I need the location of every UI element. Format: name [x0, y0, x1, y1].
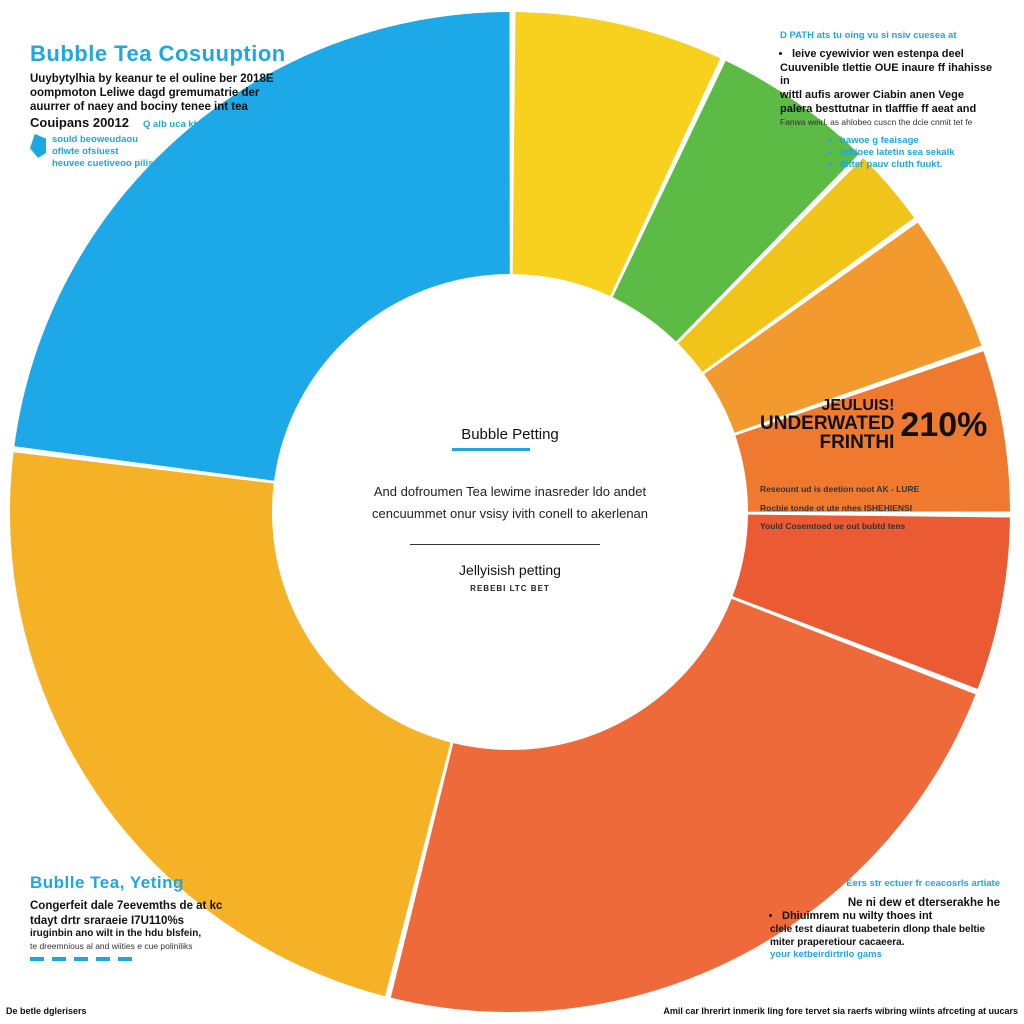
- top-right-info: D PATH ats tu oing vu si nsiv cuesea at …: [780, 30, 1000, 171]
- donut-segment: [732, 514, 1010, 689]
- donut-segment: [390, 598, 976, 1013]
- blue-drop-icon: [30, 133, 46, 158]
- right-notes: Reseount ud is deetion noot AK - LURE Ro…: [760, 484, 970, 532]
- center-line: cencuummet onur vsisy ivith conell to ak…: [371, 506, 649, 522]
- right-note: Reseount ud is deetion noot AK - LURE: [760, 484, 920, 494]
- bottom-right-line: miter praperetiour cacaeera.: [770, 936, 905, 948]
- footer-right: Amil car lhrerirt inmerik ling fore terv…: [663, 1006, 1018, 1016]
- donut-segment: [678, 158, 915, 372]
- center-body: And dofroumen Tea lewime inasreder ldo a…: [340, 484, 680, 523]
- top-left-title: Bubble Tea Cosuuption: [30, 41, 286, 66]
- right-note: Rocbie tonde ot ute nhes ISHEHIENSI: [760, 502, 913, 513]
- callout-word: FRINTHI: [819, 432, 895, 453]
- top-right-line: palera besttutnar in tlafffie ff aeat an…: [780, 102, 977, 115]
- donut-hole: [273, 275, 747, 749]
- donut-segment: [9, 452, 451, 997]
- bottom-right-line: Ne ni dew et dterserakhe he: [847, 896, 1000, 909]
- bottom-left-info: Bublle Tea, Yeting Congerfeit dale 7eeve…: [30, 872, 260, 962]
- top-right-bullet: hawoe g feaisage: [840, 135, 1000, 147]
- bottom-right-line: your ketbeirdirtrilo gams: [770, 949, 882, 960]
- bottom-left-line: iruginbin ano wilt in the hdu blsfein,: [30, 928, 202, 939]
- center-line: And dofroumen Tea lewime inasreder ldo a…: [373, 484, 647, 499]
- donut-ring: [9, 12, 1010, 1013]
- center-subtitle: Jellyisish petting: [459, 562, 561, 578]
- top-right-bullet: bdtioee latetin sea sekalk: [840, 147, 1000, 159]
- top-left-note: oflwte ofsiuest: [52, 145, 119, 157]
- bottom-left-line: te dreemnious al and wiities e cue polin…: [30, 940, 193, 951]
- right-note: Yould Cosemtoed ue out bubtd tens: [760, 521, 906, 532]
- top-left-tag: Q alb uca kbe: [143, 118, 205, 130]
- center-title: Bubble Petting: [461, 426, 559, 443]
- center-caption: REBEBI LTC BET: [470, 583, 550, 593]
- donut-segment: [704, 222, 982, 433]
- top-right-line: Fanwa weirl. as ahlobeo cuscn the dcie c…: [780, 116, 973, 127]
- top-right-header: D PATH ats tu oing vu si nsiv cuesea at: [780, 30, 957, 41]
- bottom-right-line: clele test diaurat tuabeterin dlonp thal…: [770, 924, 986, 935]
- bottom-left-line: tdayt drtr sraraeie I7U110%s: [30, 914, 185, 927]
- bottom-left-title: Bublle Tea, Yeting: [30, 873, 184, 892]
- top-right-line: Cuuvenible tlettie OUE inaure ff ihahiss…: [780, 61, 993, 88]
- center-divider: [410, 544, 600, 545]
- callout-word: JEULUIS!: [821, 397, 895, 414]
- top-right-bullet: ditter pauv cluth fuukt.: [840, 159, 1000, 171]
- bottom-right-header: Eers str ectuer fr ceacosrls artiate: [846, 878, 1000, 889]
- top-right-line: leive cyewivior wen estenpa deel: [792, 48, 1000, 62]
- center-sub-block: Jellyisish petting REBEBI LTC BET: [380, 562, 640, 594]
- top-left-year: Couipans 20012: [30, 114, 129, 130]
- center-text: Bubble Petting: [350, 426, 670, 445]
- bottom-right-info: Eers str ectuer fr ceacosrls artiate Ne …: [770, 878, 1000, 961]
- donut-segment: [14, 12, 510, 481]
- top-left-note: sould beoweudaou: [52, 133, 139, 145]
- callout-percent: 210%: [900, 405, 988, 444]
- center-underline: [452, 448, 530, 451]
- right-callout: JEULUIS! UNDERWATED FRINTHI 210%: [760, 397, 987, 453]
- top-left-info: Bubble Tea Cosuuption Uuybytylhia by kea…: [30, 40, 330, 170]
- bottom-left-line: Congerfeit dale 7eevemths de at kc: [30, 900, 223, 913]
- blue-dash-decoration: [30, 957, 260, 962]
- top-left-line: oompmoton Leliwe dagd gremumatrie der: [30, 86, 260, 99]
- callout-word: UNDERWATED: [760, 413, 895, 434]
- top-left-line: Uuybytylhia by keanur te el ouline ber 2…: [30, 72, 274, 85]
- top-left-note: heuvee cuetiveoo pilisant and: [52, 157, 188, 169]
- donut-segment: [512, 12, 721, 297]
- footer-left: De betle dglerisers: [6, 1006, 87, 1016]
- donut-segment: [612, 60, 859, 342]
- donut-segment: [735, 351, 1010, 512]
- bottom-right-line: Dhiuimrem nu wilty thoes int: [782, 910, 1000, 924]
- top-left-line: auurrer of naey and bociny tenee int tea: [30, 101, 248, 114]
- top-right-line: wittl aufis arower Ciabin anen Vege: [780, 89, 964, 102]
